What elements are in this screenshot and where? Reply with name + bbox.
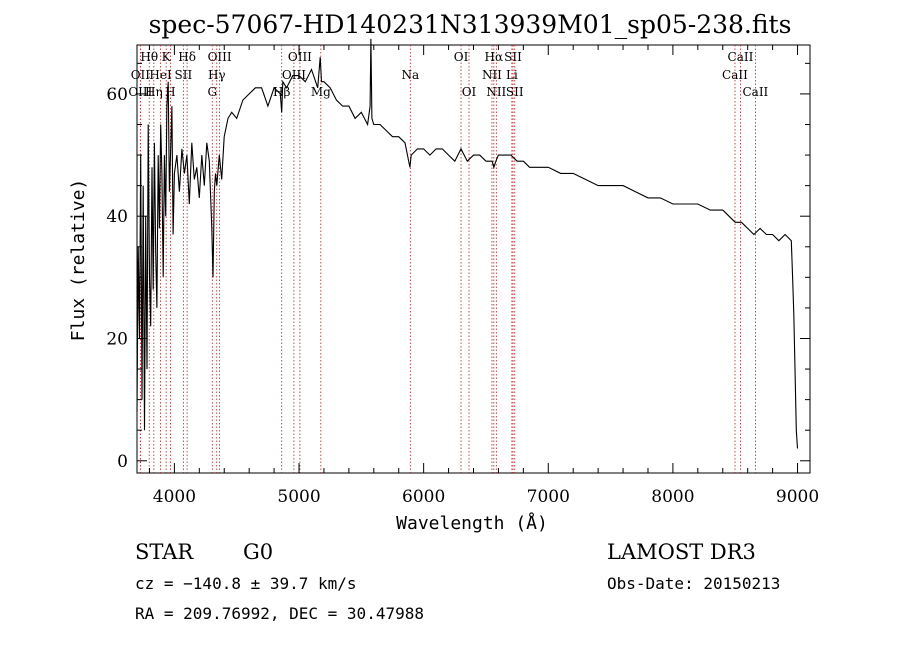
chart-title: spec-57067-HD140231N313939M01_sp05-238.f… [149,10,792,39]
y-tick-label: 20 [106,329,128,349]
spectral-line-label: Mg [311,85,331,99]
spectral-line-label: OIII [208,50,232,64]
x-tick-label: 4000 [153,487,196,507]
survey-name: LAMOST DR3 [607,540,756,564]
y-tick-label: 0 [117,452,128,472]
spectral-line-label: SII [506,85,524,99]
spectral-line-label: NII [482,68,502,82]
spectral-line-label: OIII [128,85,152,99]
spectral-line-label: Li [506,68,518,82]
x-axis: 4000 5000 6000 7000 8000 9000 [148,45,819,507]
subclass: G0 [243,540,274,564]
x-tick-label: 9000 [776,487,819,507]
spectral-line-label: Hθ [140,50,158,64]
spectral-line-label: Hα [485,50,504,64]
x-tick-label: 7000 [527,487,570,507]
spectral-line-label: OI [462,85,477,99]
spectral-line-label: Hβ [273,85,290,99]
plot-frame [136,44,811,474]
coordinates: RA = 209.76992, DEC = 30.47988 [135,604,424,623]
y-tick-label: 60 [106,85,128,105]
spectral-line-label: Hγ [208,68,226,82]
y-axis-label: Flux (relative) [68,179,89,342]
spectral-line-markers [139,45,756,473]
x-tick-label: 6000 [402,487,445,507]
spectral-line-label: HeI [149,68,172,82]
observation-date: Obs-Date: 20150213 [607,574,781,593]
spectral-line-label: OI [454,50,469,64]
spectral-line-label: Hη [145,85,163,99]
spectral-line-label: K [162,50,172,64]
y-tick-label: 40 [106,207,128,227]
object-class: STAR [135,540,194,564]
spectral-line-label: NII [486,85,506,99]
y-axis: 0 20 40 60 [106,62,810,472]
spectral-line-label: CaII [722,68,748,82]
spectral-line-label: OIII [282,68,306,82]
x-tick-label: 8000 [651,487,694,507]
spectral-line-label: Hδ [178,50,196,64]
spectral-line-label: OIII [288,50,312,64]
spectral-line-label: CaII [742,85,768,99]
spectral-line-label: CaII [728,50,754,64]
spectral-line-label: H [165,85,175,99]
x-tick-label: 5000 [277,487,320,507]
spectral-line-label: G [207,85,217,99]
spectrum-series-line [136,38,799,449]
spectral-line-label: SII [175,68,193,82]
spectral-line-label: SII [504,50,522,64]
redshift-velocity: cz = −140.8 ± 39.7 km/s [135,574,357,593]
spectral-line-label: OII [131,68,151,82]
spectral-line-label: Na [401,68,419,82]
x-axis-label: Wavelength (Å) [396,512,548,534]
